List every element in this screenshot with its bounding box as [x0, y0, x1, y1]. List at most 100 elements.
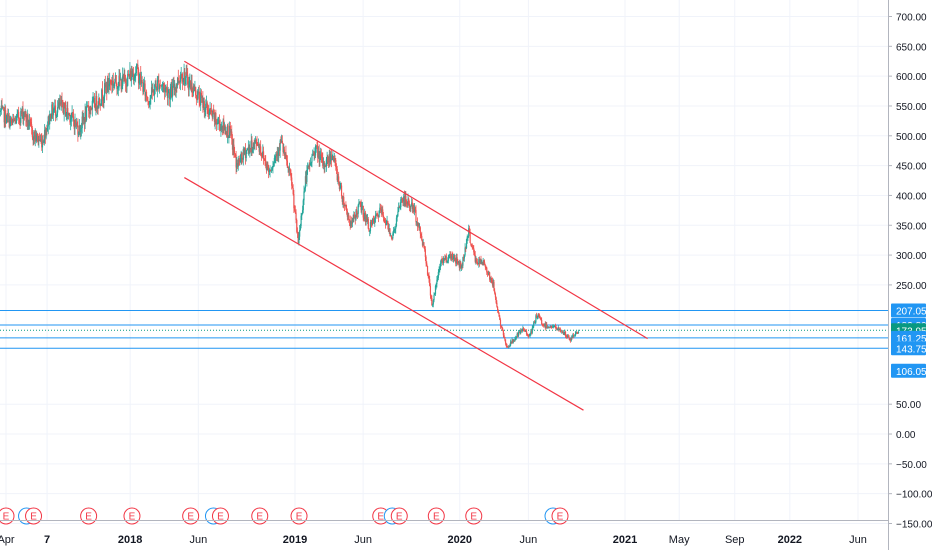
candle-body	[256, 142, 258, 146]
candle-body	[62, 100, 64, 107]
candle-body	[110, 82, 112, 84]
candle-body	[496, 302, 498, 307]
candle-body	[300, 215, 302, 226]
earnings-marker[interactable]: E	[251, 507, 269, 525]
earnings-marker[interactable]: E	[204, 507, 229, 525]
candle-body	[353, 214, 356, 216]
candle-body	[363, 217, 365, 220]
earnings-marker[interactable]: E	[18, 507, 43, 525]
earnings-marker[interactable]: E	[427, 507, 445, 525]
candle-body	[219, 124, 221, 131]
candle-body	[230, 131, 232, 133]
candle-body	[279, 140, 281, 151]
candle-body	[236, 163, 238, 168]
candle-body	[263, 159, 265, 160]
candle-body	[117, 87, 119, 89]
candle-body	[568, 337, 570, 339]
candle-body	[87, 105, 89, 107]
candle-body	[566, 337, 568, 339]
earnings-marker[interactable]: E	[0, 507, 15, 525]
trend-channel[interactable]	[184, 60, 648, 411]
earnings-marker-label: E	[296, 512, 303, 523]
candle-body	[17, 111, 19, 114]
candle-body	[557, 327, 559, 330]
candle-body	[156, 80, 158, 91]
candle-body	[481, 262, 483, 264]
x-tick-label: Sep	[725, 534, 745, 546]
candle-body	[528, 335, 530, 337]
earnings-marker[interactable]: E	[123, 507, 141, 525]
candle-body	[397, 211, 399, 216]
earnings-marker[interactable]: E	[182, 507, 200, 525]
candle-body	[158, 85, 161, 90]
candle-body	[494, 290, 496, 294]
candle-body	[394, 228, 396, 231]
candle-body	[539, 317, 541, 319]
candle-body	[20, 111, 23, 114]
candle-body	[466, 236, 468, 240]
candle-body	[2, 107, 5, 108]
candle-body	[521, 329, 523, 331]
candle-body	[57, 107, 59, 113]
candle-body	[142, 82, 144, 92]
candle-body	[556, 329, 559, 330]
earnings-marker[interactable]: E	[290, 507, 308, 525]
candle-body	[382, 209, 384, 216]
candle-body	[549, 327, 551, 329]
candle-body	[205, 102, 208, 104]
candle-body	[20, 111, 22, 123]
candle-body	[1, 105, 3, 109]
x-tick-label: 2020	[448, 534, 472, 546]
earnings-marker[interactable]: E	[80, 507, 98, 525]
candle-body	[328, 154, 330, 163]
candle-body	[3, 107, 5, 123]
candle-body	[51, 104, 53, 118]
candle-body	[52, 110, 54, 116]
candle-body	[485, 267, 487, 268]
candle-body	[458, 261, 460, 268]
channel-lower-line[interactable]	[184, 177, 584, 411]
candle-body	[431, 304, 434, 306]
candle-body	[305, 176, 307, 182]
candle-body	[164, 88, 166, 92]
candle-body	[114, 81, 116, 84]
candle-body	[435, 284, 437, 287]
candle-body	[5, 122, 7, 124]
x-tick-label: 2018	[118, 534, 142, 546]
candle-body	[530, 331, 533, 333]
candle-body	[140, 74, 142, 84]
candle-body	[314, 153, 316, 156]
candle-body	[175, 84, 177, 91]
channel-upper-line[interactable]	[184, 60, 648, 340]
candle-body	[98, 98, 101, 104]
price-level-label[interactable]: 106.05	[891, 363, 927, 378]
candle-body	[59, 102, 62, 104]
candle-body	[536, 317, 538, 319]
earnings-marker[interactable]: E	[383, 507, 408, 525]
earnings-marker[interactable]: E	[465, 507, 483, 525]
candle-body	[168, 92, 170, 94]
candle-body	[63, 102, 65, 115]
candle-body	[337, 176, 339, 181]
earnings-marker[interactable]: E	[544, 507, 569, 525]
price-level-label[interactable]: 207.05	[891, 303, 927, 318]
candle-body	[294, 210, 296, 213]
candle-body	[512, 339, 515, 342]
candle-body	[104, 83, 106, 97]
candle-body	[497, 306, 499, 311]
candle-body	[88, 106, 90, 111]
candle-body	[281, 140, 283, 144]
candle-body	[478, 259, 481, 263]
candle-body	[492, 282, 494, 286]
candle-body	[396, 215, 398, 218]
candle-body	[428, 275, 430, 280]
candle-body	[532, 326, 534, 328]
price-level-label[interactable]: 143.75	[891, 341, 927, 356]
y-axis[interactable]: 700.00 650.00 600.00 550.00 500.00 450.00 400.…	[888, 0, 932, 550]
candle-body	[543, 323, 546, 327]
candle-body	[114, 75, 117, 82]
candle-body	[524, 331, 526, 332]
candle-body	[429, 279, 431, 286]
horizontal-levels[interactable]	[0, 310, 888, 349]
